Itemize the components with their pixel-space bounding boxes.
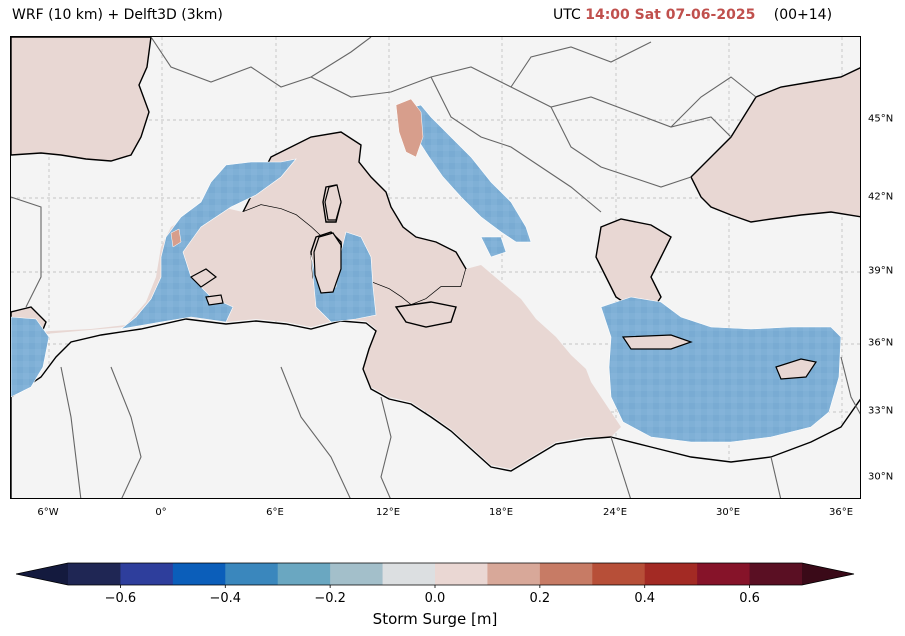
colorbar-segment (225, 563, 279, 585)
lon-tick-label: 6°W (37, 507, 59, 518)
colorbar-over-extend (802, 563, 854, 585)
lon-tick-label: 24°E (602, 507, 628, 518)
colorbar-segment (697, 563, 751, 585)
islands (190, 184, 817, 380)
negative-surge-field (11, 104, 842, 443)
model-title: WRF (10 km) + Delft3D (3km) (12, 7, 223, 23)
colorbar-tick-label: −0.6 (104, 591, 137, 606)
colorbar-label: Storm Surge [m] (372, 610, 498, 628)
lon-tick-label: 12°E (375, 507, 401, 518)
lat-tick-label: 39°N (868, 265, 894, 277)
forecast-lead: (00+14) (773, 7, 833, 23)
lat-tick-label: 36°N (868, 337, 894, 349)
colorbar-under-extend (16, 563, 68, 585)
colorbar-tick-label: −0.2 (314, 591, 346, 606)
valid-time-title: UTC 14:00 Sat 07-06-2025 (00+14) (553, 7, 832, 23)
utc-prefix: UTC (553, 7, 581, 23)
colorbar-segment (382, 563, 436, 585)
colorbar-segment (172, 563, 226, 585)
lat-tick-label: 33°N (868, 405, 894, 417)
colorbar-segment (68, 563, 121, 585)
colorbar (16, 562, 855, 588)
colorbar-tick-label: 0.6 (739, 591, 760, 606)
colorbar-tick-label: 0.4 (634, 591, 656, 606)
lat-tick-label: 42°N (868, 191, 894, 203)
colorbar-tick-label: 0.2 (529, 591, 551, 606)
lat-tick-label: 30°N (868, 471, 894, 483)
colorbar-segment (749, 563, 803, 585)
colorbar-segment (539, 563, 593, 585)
lon-tick-label: 6°E (266, 507, 284, 518)
colorbar-outline (16, 562, 855, 586)
lon-tick-label: 18°E (488, 507, 514, 518)
country-borders (11, 37, 860, 498)
colorbar-segment (120, 563, 174, 585)
colorbar-tick-label: 0.0 (424, 591, 446, 606)
positive-surge-field (170, 98, 424, 248)
colorbar-segment (644, 563, 698, 585)
colorbar-segment (277, 563, 331, 585)
colorbar-segment (592, 563, 646, 585)
timestamp: 14:00 Sat 07-06-2025 (585, 7, 756, 23)
lon-tick-label: 30°E (715, 507, 741, 518)
storm-surge-map (10, 36, 861, 499)
colorbar-segment (435, 563, 488, 585)
colorbar-tick-label: −0.4 (209, 591, 242, 606)
lon-tick-label: 0° (155, 507, 167, 518)
colorbar-segment (330, 563, 384, 585)
lat-tick-label: 45°N (868, 113, 894, 125)
colorbar-segment (487, 563, 541, 585)
lon-tick-label: 36°E (828, 507, 854, 518)
map-canvas (11, 37, 860, 498)
